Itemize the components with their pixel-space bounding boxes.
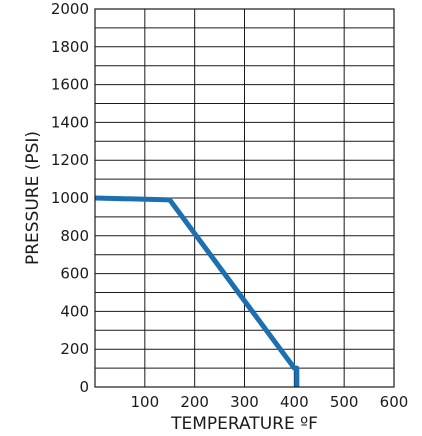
x-tick-label: 300 [230,393,259,411]
y-axis-title: PRESSURE (PSI) [23,131,43,265]
x-axis-title: TEMPERATURE ºF [170,414,318,434]
x-tick-label: 200 [180,393,209,411]
grid [95,9,394,387]
y-tick-label: 800 [60,227,89,245]
y-tick-labels: 0 200 400 600 800 1000 1200 1400 1600 1800 2000 [51,0,89,396]
x-tick-labels: 100 200 300 400 500 600 [131,393,409,411]
x-tick-label: 100 [131,393,160,411]
y-tick-label: 2000 [51,0,89,18]
y-tick-label: 200 [60,340,89,358]
x-tick-label: 600 [380,393,409,411]
y-tick-label: 1800 [51,38,89,56]
plot-frame [94,8,395,388]
y-tick-label: 600 [60,265,89,283]
y-tick-label: 400 [60,302,89,320]
y-tick-label: 1000 [51,189,89,207]
series-line [94,195,300,387]
y-tick-label: 1400 [51,113,89,131]
y-tick-label: 1600 [51,76,89,94]
x-tick-label: 500 [330,393,359,411]
y-tick-label: 1200 [51,151,89,169]
x-tick-label: 400 [280,393,309,411]
y-tick-label: 0 [79,378,89,396]
series-layer [94,195,300,387]
